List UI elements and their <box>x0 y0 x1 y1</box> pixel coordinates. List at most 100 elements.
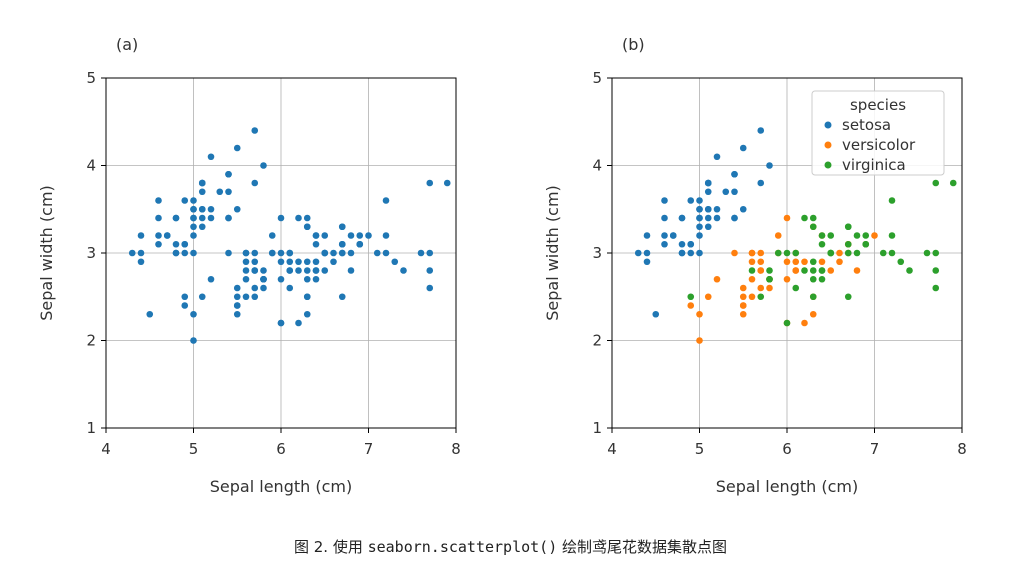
data-point <box>181 249 189 257</box>
point-setosa <box>757 179 765 187</box>
point-virginica <box>853 249 861 257</box>
point-virginica <box>888 249 896 257</box>
scatter-panel-a: 4 5 6 7 8 1 2 3 4 5 Sepal length (cm) Sepal width (… <box>37 35 461 496</box>
data-point <box>330 249 337 257</box>
point-virginica <box>827 232 835 239</box>
data-point <box>338 223 346 231</box>
point-versicolor <box>731 249 738 257</box>
y-axis-label: Sepal width (cm) <box>37 185 56 321</box>
data-point <box>338 240 346 248</box>
caption-code: seaborn.scatterplot() <box>367 538 558 556</box>
data-point <box>242 293 250 301</box>
point-virginica <box>879 249 887 257</box>
point-virginica <box>818 232 826 239</box>
x-tick-label: 7 <box>870 440 880 458</box>
point-virginica <box>801 214 808 222</box>
point-virginica <box>809 223 817 231</box>
point-setosa <box>696 223 703 231</box>
data-point <box>338 293 346 301</box>
point-virginica <box>862 240 870 248</box>
point-setosa <box>704 188 712 196</box>
data-point <box>382 197 390 204</box>
point-setosa <box>643 232 651 239</box>
point-virginica <box>766 267 773 274</box>
x-tick-label: 5 <box>189 440 199 458</box>
point-setosa <box>669 232 677 239</box>
point-versicolor <box>766 284 773 292</box>
y-axis-label: Sepal width (cm) <box>543 185 562 321</box>
data-point <box>172 240 180 248</box>
data-point <box>233 205 241 213</box>
point-virginica <box>766 275 773 283</box>
data-point <box>198 179 206 187</box>
point-setosa <box>731 214 738 222</box>
point-virginica <box>809 214 817 222</box>
point-versicolor <box>783 214 791 222</box>
data-point <box>277 319 285 327</box>
data-point <box>260 275 267 283</box>
data-point <box>268 232 276 239</box>
data-point <box>190 205 197 213</box>
panel-label: (a) <box>116 35 138 54</box>
data-point <box>190 223 197 231</box>
data-point <box>242 267 250 274</box>
data-point <box>347 232 355 239</box>
data-point <box>295 267 302 274</box>
scatter-panel-b: 4 5 6 7 8 1 2 3 4 5 Sepal length (cm) Sepal width (… <box>543 35 967 496</box>
point-virginica <box>783 319 791 327</box>
point-virginica <box>844 223 852 231</box>
point-setosa <box>731 170 738 178</box>
y-tick-label: 3 <box>86 244 96 262</box>
data-point <box>330 258 337 266</box>
y-tick-label: 5 <box>592 69 602 87</box>
x-axis-label: Sepal length (cm) <box>210 477 352 496</box>
point-setosa <box>634 249 642 257</box>
data-point <box>303 293 311 301</box>
point-versicolor <box>836 258 843 266</box>
data-point <box>356 232 364 239</box>
x-tick-label: 6 <box>782 440 792 458</box>
data-point <box>181 302 189 309</box>
y-tick-label: 2 <box>86 332 96 350</box>
point-versicolor <box>739 302 747 309</box>
data-point <box>338 249 346 257</box>
data-point <box>251 293 259 301</box>
data-point <box>146 310 154 318</box>
point-versicolor <box>809 310 817 318</box>
point-setosa <box>731 188 738 196</box>
data-point <box>233 284 241 292</box>
point-setosa <box>713 214 721 222</box>
x-tick-label: 5 <box>695 440 705 458</box>
legend-label-setosa: setosa <box>842 116 891 134</box>
point-virginica <box>809 275 817 283</box>
point-setosa <box>687 197 695 204</box>
point-versicolor <box>739 284 747 292</box>
data-point <box>242 275 250 283</box>
data-point <box>286 249 294 257</box>
y-tick-label: 3 <box>592 244 602 262</box>
point-versicolor <box>687 302 695 309</box>
point-versicolor <box>757 249 765 257</box>
point-versicolor <box>748 258 756 266</box>
data-point <box>190 232 197 239</box>
point-virginica <box>844 240 852 248</box>
point-virginica <box>897 258 905 266</box>
data-point <box>233 144 241 152</box>
point-virginica <box>932 284 940 292</box>
y-tick-label: 4 <box>592 157 602 175</box>
x-tick-label: 7 <box>364 440 374 458</box>
data-point <box>365 232 372 239</box>
data-point <box>251 267 259 274</box>
caption-prefix: 图 2. 使用 <box>293 538 368 556</box>
point-setosa <box>696 249 703 257</box>
data-point <box>233 310 241 318</box>
legend-label-versicolor: versicolor <box>842 136 916 154</box>
caption-suffix: 绘制鸢尾花数据集散点图 <box>557 538 728 556</box>
point-versicolor <box>696 310 703 318</box>
point-versicolor <box>757 267 765 274</box>
data-point <box>251 258 259 266</box>
point-virginica <box>923 249 931 257</box>
point-virginica <box>757 293 765 301</box>
data-point <box>400 267 407 274</box>
legend-title: species <box>850 96 906 114</box>
